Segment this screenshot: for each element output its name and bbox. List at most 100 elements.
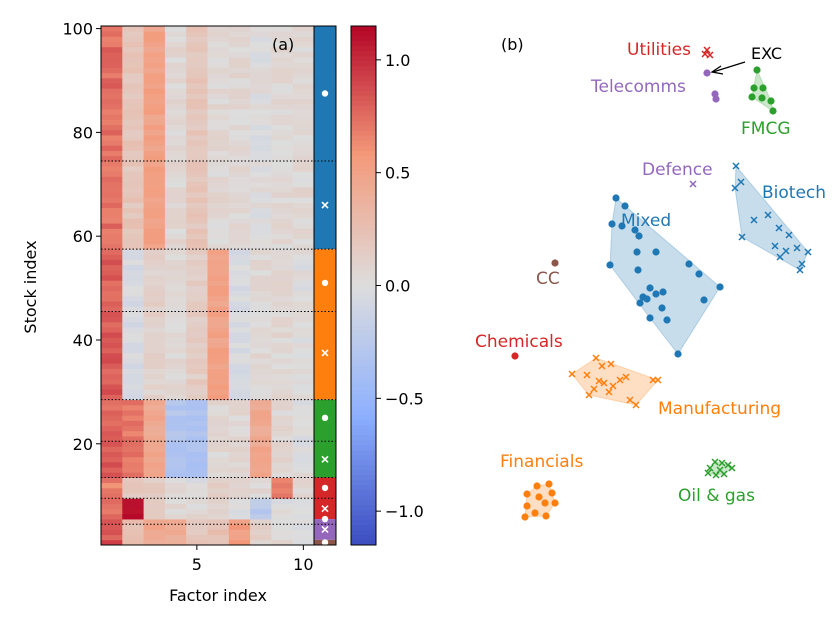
heatmap-cell [228, 493, 251, 499]
scatter-point-dot [674, 350, 682, 358]
heatmap-cell [271, 275, 294, 281]
heatmap-cell [207, 31, 230, 37]
colorbar-step [351, 210, 376, 217]
heatmap-cell [292, 67, 315, 74]
heatmap-cell [271, 77, 294, 84]
heatmap-cell [164, 202, 187, 209]
heatmap-cell [186, 306, 208, 312]
heatmap-cell [101, 259, 123, 266]
heatmap-cell [186, 342, 208, 349]
colorbar-step [351, 75, 376, 82]
heatmap-cell [228, 311, 251, 318]
heatmap-cell [143, 415, 166, 421]
heatmap-cell [186, 264, 208, 271]
colorbar-step [351, 285, 376, 291]
heatmap-cell [271, 311, 294, 318]
heatmap-cell [186, 508, 208, 515]
heatmap-cell [122, 192, 144, 198]
colorbar-step [351, 375, 376, 381]
heatmap-cell [186, 254, 208, 260]
heatmap-cell [186, 88, 208, 94]
heatmap-cell [207, 368, 230, 375]
heatmap-cell [122, 301, 144, 307]
heatmap-cell [101, 415, 123, 421]
colorbar-step [351, 440, 376, 446]
scatter-point-cross [654, 376, 662, 384]
heatmap-cell [164, 404, 187, 411]
scatter-point-cross [712, 471, 720, 479]
heatmap-cell [207, 176, 230, 183]
colorbar-step [351, 130, 376, 137]
cluster-points [511, 46, 812, 521]
heatmap-cell [186, 259, 208, 266]
colorbar-step [351, 155, 376, 162]
heatmap-cell [122, 109, 144, 115]
heatmap-cell [186, 114, 208, 120]
heatmap-cell [292, 430, 315, 437]
heatmap-cell [207, 275, 230, 281]
heatmap-cell [164, 399, 187, 406]
heatmap-cell [271, 436, 294, 442]
colorbar-step [351, 280, 376, 286]
heatmap-cell [186, 389, 208, 395]
heatmap-cell [228, 124, 251, 131]
heatmap-y-ticks: 20 40 60 80 100 [62, 20, 101, 454]
heatmap-cell [207, 487, 230, 494]
heatmap-cell [143, 26, 166, 32]
heatmap-cell [271, 88, 294, 94]
scatter-point-dot [531, 509, 539, 517]
heatmap-cell [271, 519, 294, 525]
group-bar-segment [314, 399, 336, 478]
colorbar-step [351, 185, 376, 192]
colorbar-step [351, 30, 376, 37]
heatmap-cell [101, 498, 123, 504]
colorbar-step [351, 290, 376, 296]
heatmap-cell [250, 503, 272, 510]
colorbar-step [351, 235, 376, 242]
heatmap-cell [101, 103, 123, 110]
panel-a-label: (a) [272, 35, 294, 54]
heatmap-cell [292, 129, 315, 136]
heatmap-cell [143, 171, 166, 177]
colorbar-step [351, 475, 376, 481]
heatmap-cell [292, 233, 315, 240]
heatmap-cell [164, 93, 187, 100]
heatmap-cell [164, 233, 187, 240]
heatmap-cell [164, 519, 187, 525]
heatmap-cell [250, 529, 272, 536]
colorbar-step [351, 195, 376, 202]
heatmap-cell [228, 26, 251, 32]
scatter-point-cross [583, 371, 591, 379]
colorbar-step [351, 470, 376, 476]
heatmap-cell [143, 51, 166, 58]
heatmap-cell [250, 114, 272, 120]
heatmap-cell [186, 513, 208, 520]
heatmap-cell [271, 461, 294, 468]
heatmap-cell [292, 519, 315, 525]
heatmap-cell [271, 119, 294, 126]
colorbar-step [351, 205, 376, 212]
heatmap-cell [207, 425, 230, 432]
heatmap-cell [271, 430, 294, 437]
heatmap-cell [186, 197, 208, 203]
heatmap-cell [292, 238, 315, 245]
heatmap-cell [122, 186, 144, 193]
colorbar-step [351, 320, 376, 326]
heatmap-cell [122, 436, 144, 442]
heatmap-cell [186, 181, 208, 188]
heatmap-cell [164, 539, 187, 546]
heatmap-cell [101, 93, 123, 100]
heatmap-cell [143, 441, 166, 447]
colorbar-step [351, 230, 376, 237]
heatmap-cell [207, 384, 230, 390]
heatmap-cell [250, 534, 272, 541]
heatmap-cell [271, 186, 294, 193]
heatmap-cell [271, 83, 294, 89]
heatmap-cell [186, 472, 208, 478]
heatmap-cell [250, 171, 272, 177]
cluster-hull [734, 164, 809, 271]
scatter-point-cross [600, 379, 608, 387]
heatmap-cell [122, 98, 144, 105]
scatter-point-cross [689, 180, 697, 188]
heatmap-cell [186, 145, 208, 151]
